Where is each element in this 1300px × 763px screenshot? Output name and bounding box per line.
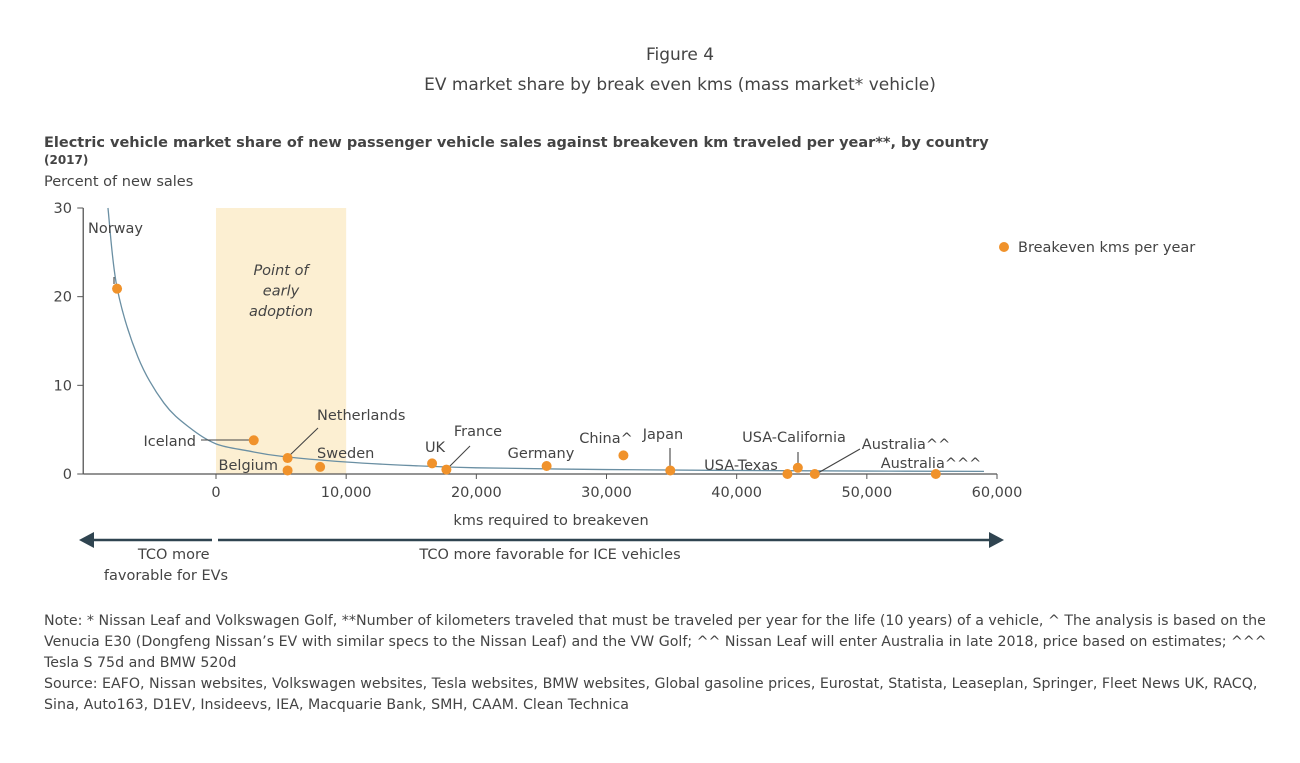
data-point — [792, 462, 803, 473]
data-point — [315, 461, 326, 472]
point-label: Belgium — [219, 458, 278, 474]
data-point — [618, 450, 629, 461]
left-arrow-label: TCO more favorable for EVs — [104, 547, 228, 584]
point-label: China^ — [579, 431, 633, 447]
data-point — [665, 465, 676, 476]
data-point — [282, 453, 293, 464]
data-point — [782, 469, 793, 479]
point-label: Sweden — [317, 446, 374, 462]
y-tick-label: 10 — [54, 378, 72, 394]
x-tick-label: 20,000 — [451, 485, 502, 501]
x-tick-label: 50,000 — [841, 485, 892, 501]
leader-line — [288, 427, 319, 457]
x-tick-label: 0 — [211, 485, 220, 501]
right-arrow-label: TCO more favorable for ICE vehicles — [418, 547, 680, 563]
figure-title: EV market share by break even kms (mass … — [424, 75, 936, 95]
x-axis-label: kms required to breakeven — [453, 513, 648, 529]
shaded-region-label: Point of — [253, 263, 310, 279]
data-point — [930, 469, 941, 479]
data-point — [112, 283, 123, 294]
point-label: Norway — [88, 221, 143, 237]
y-tick-label: 20 — [54, 290, 72, 306]
shaded-region — [216, 208, 347, 474]
point-label: Germany — [508, 446, 575, 462]
x-tick-label: 40,000 — [711, 485, 762, 501]
data-point — [282, 465, 293, 476]
point-label: UK — [425, 440, 446, 456]
data-point — [541, 461, 552, 472]
y-axis-label: Percent of new sales — [44, 174, 193, 190]
y-tick-label: 30 — [54, 201, 72, 217]
x-tick-label: 10,000 — [321, 485, 372, 501]
left-arrowhead — [79, 532, 94, 548]
trend-line — [107, 207, 984, 472]
point-label: USA-California — [742, 430, 846, 446]
right-arrowhead — [989, 532, 1004, 548]
note-text: Note: * Nissan Leaf and Volkswagen Golf,… — [44, 613, 1267, 671]
x-tick-label: 60,000 — [972, 485, 1023, 501]
point-label: USA-Texas — [704, 458, 778, 474]
point-label: Australia^^ — [862, 437, 950, 453]
left-arrow-label-line2: favorable for EVs — [104, 568, 228, 584]
left-arrow-label-line1: TCO more — [137, 547, 210, 563]
point-label: Iceland — [144, 434, 196, 450]
point-label: Japan — [642, 427, 683, 443]
shaded-region-label: early — [263, 284, 300, 300]
plot-area: Point of early adoption 0 10,000 20,000 30,000… — [54, 201, 1023, 548]
point-label: France — [454, 424, 502, 440]
data-point — [427, 458, 438, 469]
chart-title: Electric vehicle market share of new pas… — [44, 135, 989, 151]
leader-line — [448, 445, 471, 468]
figure-label: Figure 4 — [646, 45, 714, 65]
point-label: Netherlands — [317, 408, 405, 424]
y-tick-label: 0 — [63, 467, 72, 483]
chart-subtitle: (2017) — [44, 153, 88, 167]
legend-marker — [999, 242, 1009, 252]
data-point — [248, 435, 259, 446]
data-point — [809, 469, 820, 479]
notes: Note: * Nissan Leaf and Volkswagen Golf,… — [44, 611, 1274, 716]
leader-line — [817, 448, 861, 474]
source-text: Source: EAFO, Nissan websites, Volkswage… — [44, 676, 1258, 713]
point-label: Australia^^^ — [881, 456, 982, 472]
x-tick-label: 30,000 — [581, 485, 632, 501]
data-point — [441, 464, 452, 475]
legend-label: Breakeven kms per year — [1018, 240, 1195, 256]
shaded-region-label: adoption — [249, 304, 313, 320]
